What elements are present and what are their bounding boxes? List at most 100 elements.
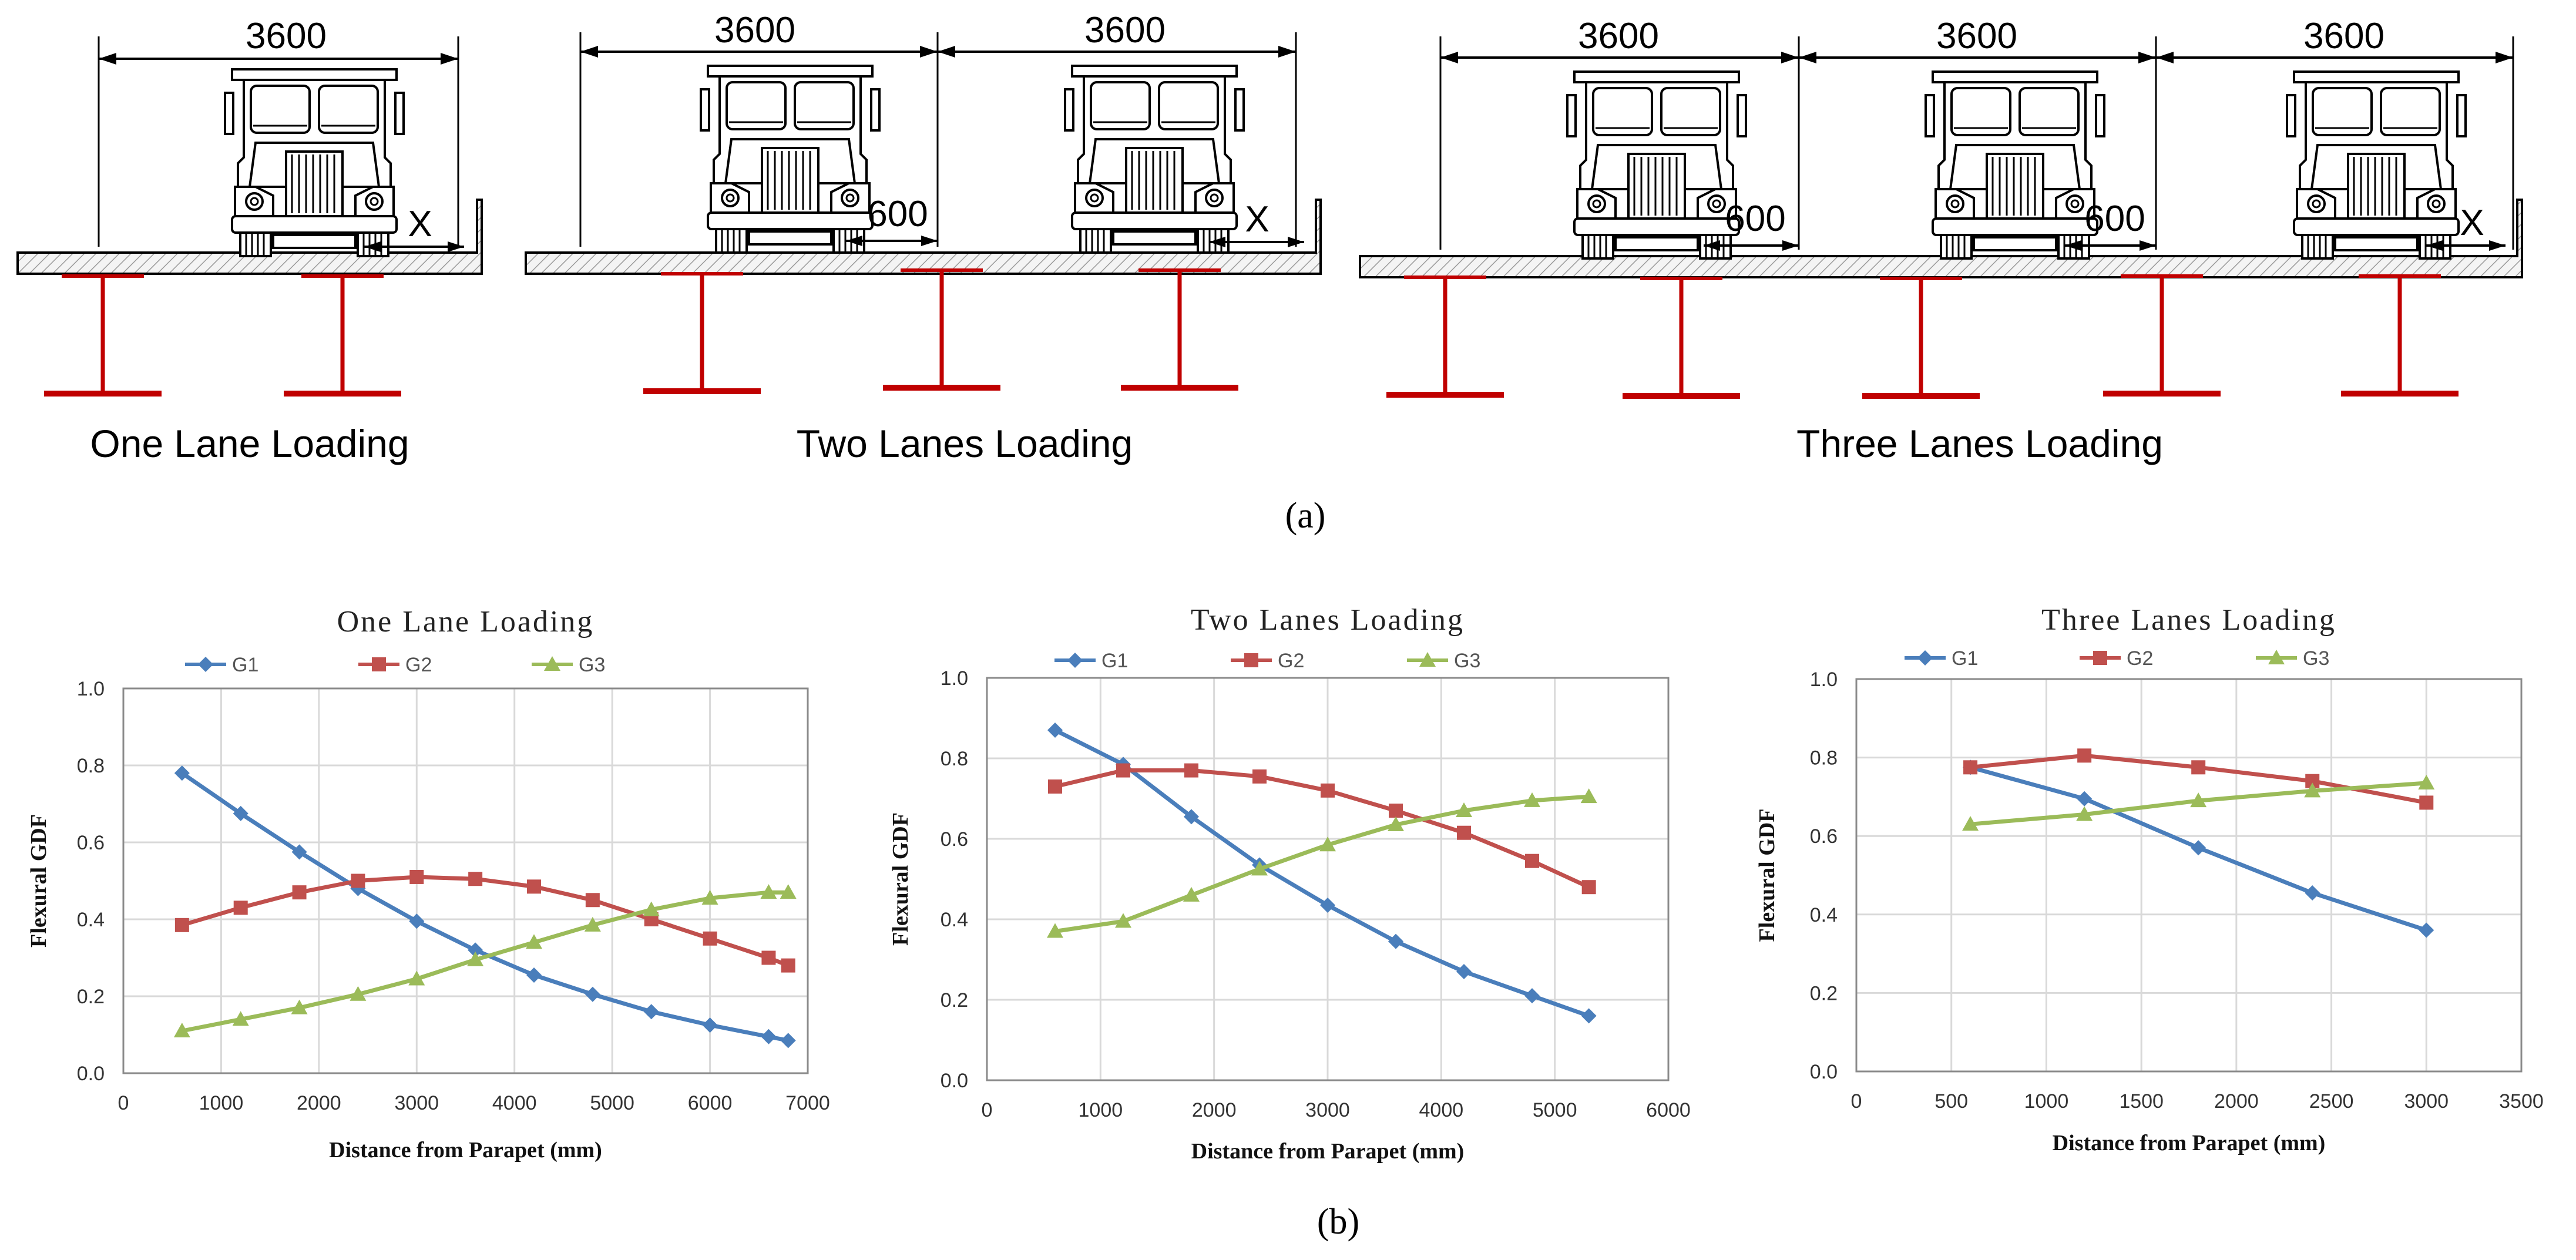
data-point-g3 — [2304, 782, 2321, 798]
truck-icon — [1566, 70, 1747, 260]
plot-area — [122, 687, 809, 1074]
gap-label: 600 — [1725, 199, 1785, 239]
series-g2 — [174, 869, 795, 973]
legend-label: G3 — [2303, 647, 2329, 670]
data-point-g2 — [2419, 795, 2434, 810]
y-tick-label: 1.0 — [1810, 668, 1838, 691]
plot-area — [1855, 678, 2523, 1073]
legend-entry-g1: G1 — [185, 654, 258, 676]
x-tick-label: 3000 — [2404, 1090, 2449, 1113]
y-tick-label: 0.6 — [1810, 825, 1838, 848]
data-point-g2 — [585, 893, 600, 908]
girder-g2 — [1623, 278, 1740, 396]
data-point-g2 — [1389, 804, 1403, 818]
series-line-g3 — [1054, 794, 1589, 933]
y-tick-label: 0.4 — [1810, 904, 1838, 926]
data-point-g3 — [2190, 792, 2207, 808]
data-point-g3 — [291, 999, 308, 1014]
truck-icon — [1064, 65, 1245, 254]
data-point-g2 — [292, 885, 307, 900]
x-tick-label: 1000 — [2024, 1090, 2069, 1113]
y-tick-label: 0.6 — [77, 832, 105, 854]
x-tick-label: 4000 — [1419, 1099, 1464, 1121]
scheme-title: Three Lanes Loading — [1796, 422, 2163, 465]
data-point-g2 — [1252, 769, 1267, 784]
legend-label: G1 — [1101, 650, 1128, 672]
legend-marker — [1917, 650, 1933, 666]
legend-marker — [2093, 651, 2107, 665]
legend-marker — [372, 657, 386, 671]
scheme-two-lanes: 3600 3600 600 X Two Lanes Loading — [525, 10, 1322, 465]
gap-label: 600 — [2084, 199, 2145, 239]
dimension-lane-width: 3600 3600 3600 — [1439, 16, 2514, 250]
data-point-g3 — [1115, 913, 1131, 928]
chart-two-lanes-loading: Two Lanes Loading 0.0 0.2 0.4 0.6 0.8 1.0 0 1000… — [888, 603, 1691, 1164]
truck-icon — [1925, 70, 2105, 260]
series-line-g3 — [182, 890, 788, 1033]
data-point-g3 — [1580, 788, 1597, 804]
y-tick-label: 0.2 — [941, 989, 968, 1012]
scheme-three-lanes: 3600 3600 3600 600 600 X Three Lanes Loa… — [1359, 16, 2523, 465]
data-point-g2 — [1581, 880, 1596, 895]
data-point-g1 — [1581, 1008, 1597, 1024]
x-tick-label: 2000 — [297, 1092, 341, 1114]
chart-title: Three Lanes Loading — [2041, 603, 2336, 637]
scheme-title: One Lane Loading — [90, 422, 409, 465]
data-point-g2 — [527, 879, 541, 894]
data-point-g3 — [1047, 923, 1063, 938]
x-tick-label: 0 — [1851, 1090, 1862, 1113]
data-point-g1 — [291, 844, 307, 860]
data-point-g1 — [1184, 809, 1199, 825]
series-line-g1 — [1054, 728, 1590, 1018]
scheme-title: Two Lanes Loading — [797, 422, 1133, 465]
y-axis-title: Flexural GDF — [26, 814, 51, 947]
x-axis-title: Distance from Parapet (mm) — [1191, 1139, 1465, 1164]
data-point-g3 — [1319, 836, 1336, 852]
series-g3 — [1962, 775, 2435, 831]
y-tick-label: 0.4 — [941, 909, 968, 931]
data-point-g2 — [1525, 854, 1539, 868]
y-tick-label: 0.0 — [1810, 1061, 1838, 1083]
data-point-g2 — [1457, 825, 1471, 840]
y-tick-label: 1.0 — [941, 667, 968, 690]
chart-title: One Lane Loading — [337, 605, 595, 639]
data-point-g3 — [780, 884, 797, 899]
data-point-g1 — [174, 765, 190, 781]
data-point-g2 — [1048, 779, 1062, 794]
y-tick-label: 0.8 — [77, 755, 105, 777]
data-point-g2 — [703, 931, 717, 946]
series-line-g1 — [180, 771, 789, 1043]
legend-marker — [544, 656, 560, 671]
data-point-g1 — [233, 805, 248, 821]
legend-label: G2 — [2127, 647, 2153, 670]
chart-title: Two Lanes Loading — [1191, 603, 1465, 637]
legend-marker — [1419, 652, 1436, 667]
data-point-g3 — [643, 901, 660, 916]
data-point-g3 — [760, 884, 777, 899]
data-point-g1 — [643, 1004, 659, 1020]
dimension-lane-gap: 600 — [846, 194, 938, 246]
girder-g1 — [643, 274, 761, 391]
data-point-g1 — [2191, 840, 2206, 856]
data-point-g3 — [1251, 861, 1268, 876]
legend-marker — [198, 657, 213, 672]
loading-diagram: 3600 X One Lane Loading — [16, 10, 2523, 536]
legend-entry-g3: G3 — [1407, 650, 1480, 672]
data-point-g3 — [1456, 802, 1472, 818]
data-point-g1 — [2419, 922, 2434, 938]
x-tick-label: 2000 — [1192, 1099, 1237, 1121]
x-tick-label: 2000 — [2214, 1090, 2259, 1113]
data-point-g1 — [2077, 791, 2093, 807]
data-point-g3 — [467, 951, 484, 966]
data-point-g3 — [173, 1022, 190, 1037]
data-point-g2 — [233, 901, 248, 915]
legend-label: G3 — [579, 654, 605, 676]
legend-marker — [1244, 653, 1258, 667]
x-tick-label: 5000 — [590, 1092, 634, 1114]
parapet-offset-label: X — [408, 204, 432, 244]
dimension-lane-gap: 600 — [2065, 199, 2156, 251]
lane-width-label: 3600 — [2303, 16, 2384, 56]
legend-entry-g3: G3 — [532, 654, 605, 676]
data-point-g3 — [2418, 775, 2435, 790]
dimension-parapet-offset: X — [2426, 203, 2506, 251]
